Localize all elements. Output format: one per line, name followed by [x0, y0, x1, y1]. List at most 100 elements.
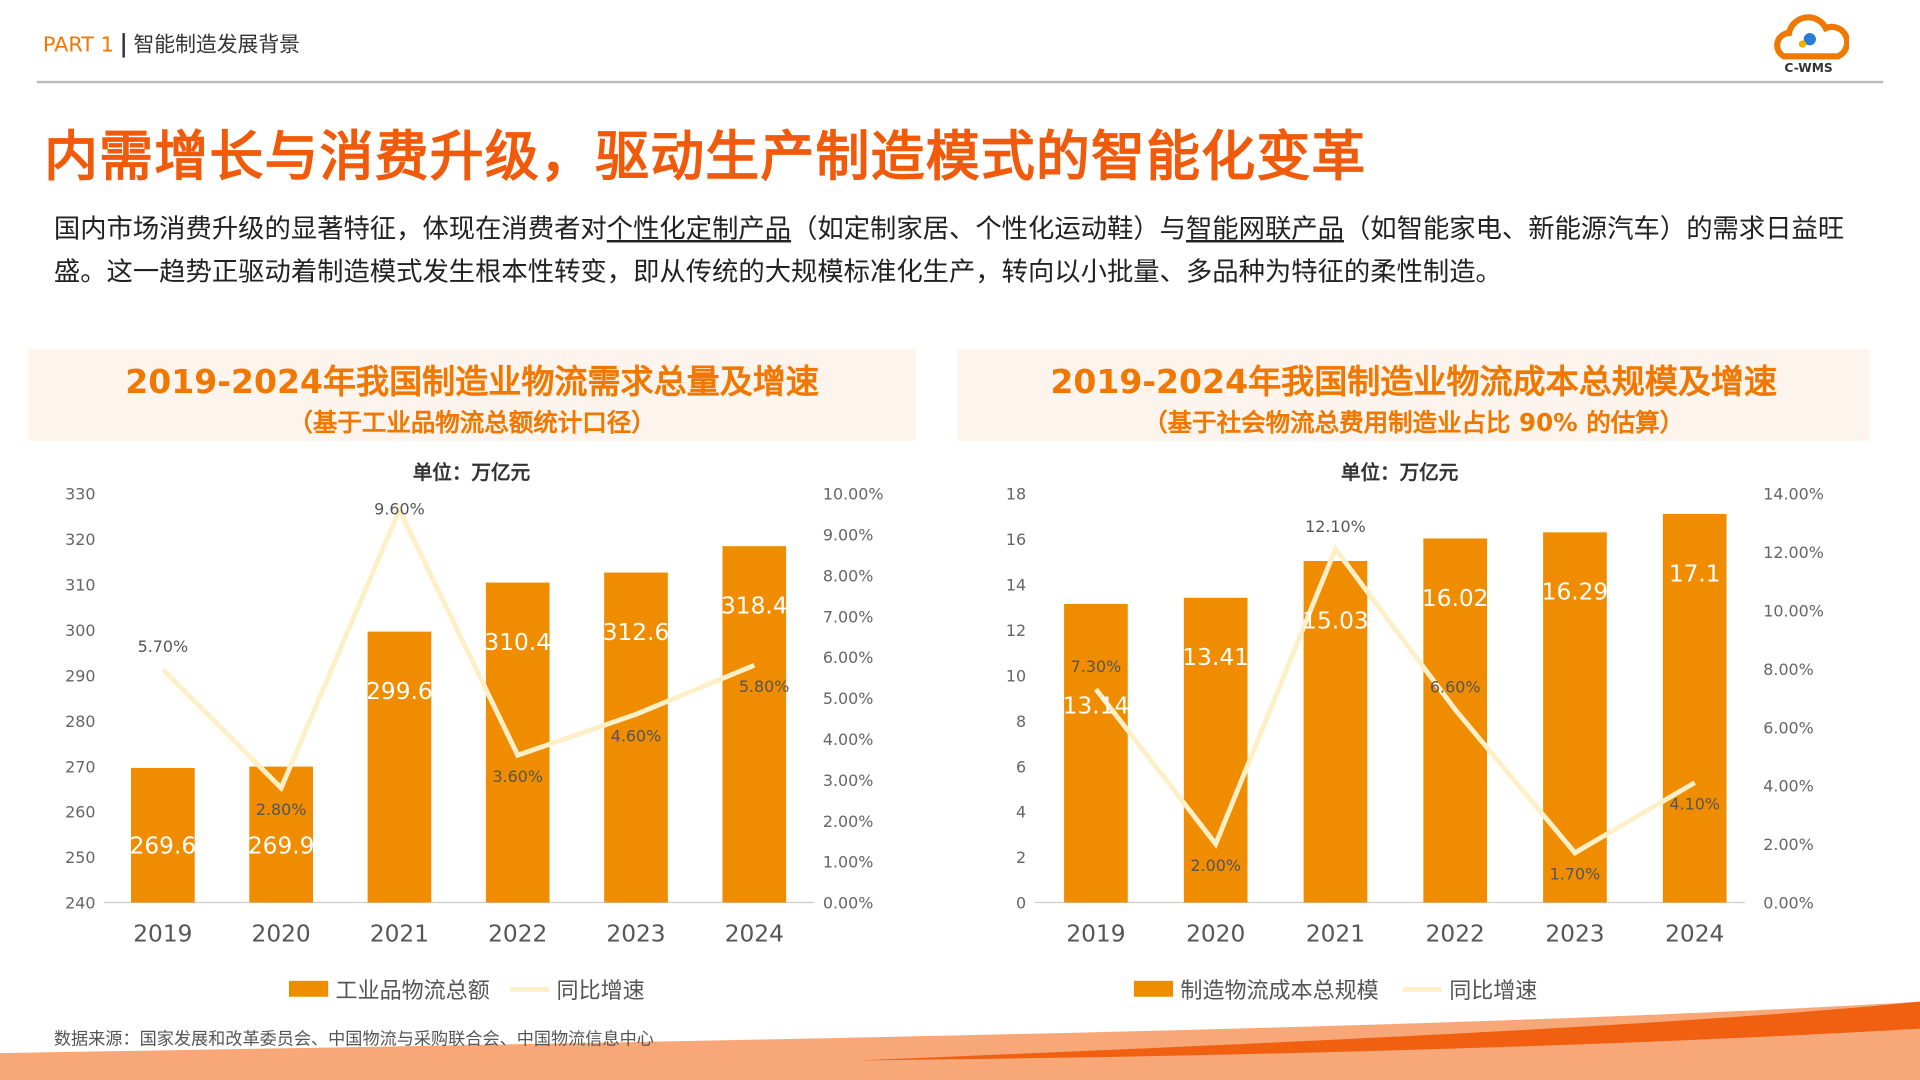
y-tick-label: 14	[1006, 575, 1026, 594]
y-tick-label: 330	[65, 485, 95, 504]
chart-1-title: 2019-2024年我国制造业物流需求总量及增速	[125, 363, 819, 402]
y-tick-label: 300	[65, 621, 95, 640]
bar	[722, 546, 787, 903]
bar-value-label: 299.6	[366, 678, 433, 705]
y2-tick-label: 4.00%	[823, 730, 874, 749]
y-tick-label: 2	[1016, 848, 1026, 867]
y2-tick-label: 0.00%	[823, 894, 874, 913]
bar-value-label: 269.9	[248, 832, 315, 859]
y2-tick-label: 5.00%	[823, 689, 874, 708]
growth-line	[1093, 544, 1696, 856]
x-tick-label: 2022	[1426, 921, 1485, 948]
x-tick-label: 2024	[1665, 921, 1724, 948]
growth-label: 6.60%	[1430, 678, 1481, 697]
y-tick-label: 310	[65, 575, 95, 594]
legend-bar-label: 制造物流成本总规模	[1180, 979, 1378, 1004]
legend-bar-label: 工业品物流总额	[336, 979, 490, 1004]
x-tick-label: 2022	[488, 921, 547, 948]
bar-value-label: 16.29	[1542, 579, 1609, 606]
bar	[1064, 603, 1128, 903]
legend-line-label: 同比增速	[557, 979, 645, 1004]
legend-bar-swatch	[288, 980, 329, 997]
intro-text: （如定制家居、个性化运动鞋）与	[791, 214, 1186, 245]
chart-1-subtitle: （基于工业品物流总额统计口径）	[288, 407, 656, 438]
y-tick-label: 240	[65, 894, 95, 913]
unit-label: 单位：万亿元	[1341, 461, 1459, 484]
logo-icon: C-WMS	[1774, 14, 1849, 75]
y2-tick-label: 9.00%	[823, 525, 874, 544]
y2-tick-label: 10.00%	[1763, 601, 1824, 620]
bar	[1183, 597, 1248, 903]
bar-value-label: 16.02	[1422, 585, 1489, 612]
intro-text: 国内市场消费升级的显著特征，体现在消费者对	[53, 214, 607, 245]
y2-tick-label: 3.00%	[823, 771, 874, 790]
y-tick-label: 0	[1016, 894, 1026, 913]
x-tick-label: 2023	[606, 921, 665, 948]
x-tick-label: 2021	[370, 921, 429, 948]
y-tick-label: 320	[65, 530, 95, 549]
bar-value-label: 13.41	[1182, 644, 1249, 671]
section-label: 智能制造发展背景	[122, 33, 300, 58]
bar	[604, 572, 668, 903]
growth-label: 2.00%	[1190, 856, 1241, 875]
y2-tick-label: 0.00%	[1763, 894, 1814, 913]
bar	[1303, 560, 1368, 903]
growth-label: 4.10%	[1669, 795, 1720, 814]
y-tick-label: 6	[1016, 757, 1026, 776]
y2-tick-label: 4.00%	[1763, 777, 1814, 796]
x-tick-label: 2020	[252, 921, 311, 948]
bar	[1423, 538, 1488, 903]
x-tick-label: 2024	[725, 921, 784, 948]
legend-bar-swatch	[1133, 980, 1174, 997]
unit-label: 单位：万亿元	[413, 461, 531, 484]
y-tick-label: 290	[65, 666, 95, 685]
growth-label: 5.80%	[739, 677, 790, 696]
growth-label: 2.80%	[256, 800, 307, 819]
x-tick-label: 2021	[1306, 921, 1365, 948]
data-source: 数据来源：国家发展和改革委员会、中国物流与采购联合会、中国物流信息中心	[53, 1029, 654, 1050]
intro-paragraph: 国内市场消费升级的显著特征，体现在消费者对个性化定制产品（如定制家居、个性化运动…	[54, 208, 1866, 294]
bar-value-label: 17.1	[1669, 560, 1721, 587]
y-tick-label: 280	[65, 712, 95, 731]
bar	[367, 631, 432, 903]
x-tick-label: 2023	[1545, 921, 1604, 948]
bar	[1662, 513, 1727, 903]
y2-tick-label: 6.00%	[823, 648, 874, 667]
bar-value-label: 15.03	[1302, 607, 1369, 634]
page-title: 内需增长与消费升级，驱动生产制造模式的智能化变革	[44, 126, 1367, 189]
y-tick-label: 18	[1006, 485, 1026, 504]
y2-tick-label: 2.00%	[1763, 835, 1814, 854]
y-tick-label: 250	[65, 848, 95, 867]
y-tick-label: 10	[1006, 666, 1026, 685]
chart-2-title: 2019-2024年我国制造业物流成本总规模及增速	[1050, 363, 1778, 402]
bar	[131, 767, 195, 903]
y2-tick-label: 12.00%	[1763, 543, 1824, 562]
y-tick-label: 8	[1016, 712, 1026, 731]
y-tick-label: 4	[1016, 803, 1026, 822]
y2-tick-label: 1.00%	[823, 853, 874, 872]
x-tick-label: 2020	[1186, 921, 1245, 948]
growth-label: 4.60%	[611, 726, 662, 745]
x-tick-label: 2019	[1066, 921, 1125, 948]
y-tick-label: 270	[65, 757, 95, 776]
legend-line-label: 同比增速	[1449, 979, 1537, 1004]
growth-label: 1.70%	[1550, 865, 1601, 884]
y-tick-label: 16	[1006, 530, 1026, 549]
chart-2-subtitle: （基于社会物流总费用制造业占比 90% 的估算）	[1143, 407, 1685, 438]
intro-highlight: 智能网联产品	[1185, 214, 1344, 245]
growth-label: 5.70%	[138, 637, 189, 656]
header-divider	[36, 80, 1884, 84]
bar-value-label: 13.14	[1063, 693, 1130, 720]
y2-tick-label: 8.00%	[823, 566, 874, 585]
y-tick-label: 260	[65, 803, 95, 822]
y2-tick-label: 6.00%	[1763, 718, 1814, 737]
growth-label: 7.30%	[1071, 657, 1122, 676]
y2-tick-label: 2.00%	[823, 812, 874, 831]
y2-tick-label: 14.00%	[1763, 485, 1824, 504]
growth-label: 9.60%	[374, 499, 425, 518]
bar-value-label: 318.4	[721, 593, 788, 620]
y-tick-label: 12	[1006, 621, 1026, 640]
